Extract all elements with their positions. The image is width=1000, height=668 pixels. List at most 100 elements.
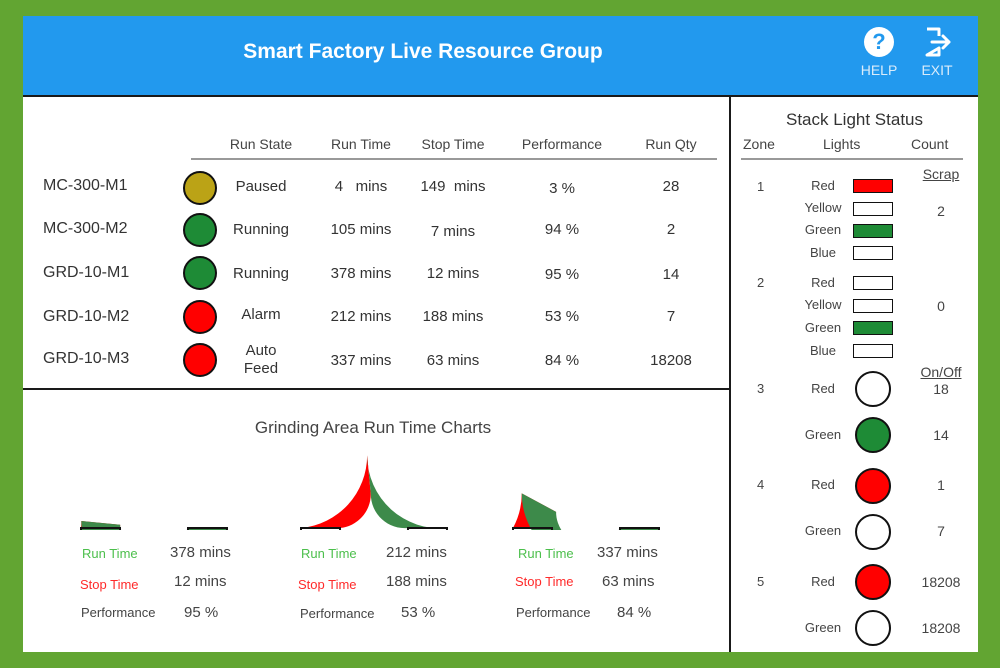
stack-light-indicator[interactable] xyxy=(855,564,891,600)
stop-time-value: 12 mins xyxy=(174,573,227,590)
light-count: 1 xyxy=(911,477,971,493)
run-qty: 14 xyxy=(631,266,711,283)
run-state-line2: Feed xyxy=(221,360,301,377)
machine-name: GRD-10-M1 xyxy=(43,264,129,282)
status-lamp[interactable] xyxy=(183,171,217,205)
stack-light-indicator[interactable] xyxy=(855,417,891,453)
run-time-label: Run Time xyxy=(518,546,574,561)
performance: 95 % xyxy=(507,266,617,283)
stack-light-indicator[interactable] xyxy=(853,202,893,216)
col-header-lights: Lights xyxy=(823,136,860,152)
gauge-svg xyxy=(509,446,663,530)
status-lamp[interactable] xyxy=(183,213,217,247)
run-state: Running xyxy=(221,221,301,238)
zone-number: 2 xyxy=(757,275,764,290)
stack-light-indicator[interactable] xyxy=(853,224,893,238)
col-header-run-state: Run State xyxy=(211,136,311,152)
light-count: 14 xyxy=(911,427,971,443)
run-time-value: 337 mins xyxy=(597,544,658,561)
col-header-zone: Zone xyxy=(743,136,775,152)
performance-label: Performance xyxy=(300,606,374,621)
light-name: Red xyxy=(793,178,853,193)
gauge-run-segment xyxy=(522,493,659,530)
run-time: 105 mins xyxy=(316,221,406,238)
machine-name: GRD-10-M3 xyxy=(43,350,129,368)
status-lamp[interactable] xyxy=(183,256,217,290)
gauge-outline xyxy=(301,528,447,530)
performance-value: 84 % xyxy=(617,604,651,621)
light-name: Blue xyxy=(793,343,853,358)
light-name: Blue xyxy=(793,245,853,260)
run-time: 337 mins xyxy=(316,352,406,369)
help-button[interactable]: ? HELP xyxy=(849,26,909,78)
run-qty: 28 xyxy=(631,178,711,195)
stack-light-indicator[interactable] xyxy=(855,610,891,646)
run-time-value: 212 mins xyxy=(386,544,447,561)
stack-light-indicator[interactable] xyxy=(853,321,893,335)
status-lamp[interactable] xyxy=(183,343,217,377)
page-title: Smart Factory Live Resource Group xyxy=(23,40,773,64)
stop-time: 188 mins xyxy=(403,308,503,325)
exit-label: EXIT xyxy=(921,62,952,78)
run-time-label: Run Time xyxy=(301,546,357,561)
gauge-run-segment xyxy=(367,455,447,528)
horizontal-divider xyxy=(23,388,729,390)
app-header: Smart Factory Live Resource Group ? HELP… xyxy=(23,16,978,97)
stop-time: 149 mins xyxy=(403,178,503,195)
run-state-line1: Auto xyxy=(221,342,301,359)
help-label: HELP xyxy=(861,62,898,78)
exit-icon xyxy=(921,26,953,58)
exit-button[interactable]: EXIT xyxy=(907,26,967,78)
stack-light-indicator[interactable] xyxy=(853,299,893,313)
run-qty: 18208 xyxy=(631,352,711,369)
light-name: Red xyxy=(793,381,853,396)
light-name: Red xyxy=(793,477,853,492)
light-name: Yellow xyxy=(793,297,853,312)
stop-time-value: 188 mins xyxy=(386,573,447,590)
stack-light-indicator[interactable] xyxy=(855,514,891,550)
performance-value: 53 % xyxy=(401,604,435,621)
performance-value: 95 % xyxy=(184,604,218,621)
light-name: Red xyxy=(793,574,853,589)
zone-number: 1 xyxy=(757,179,764,194)
stack-light-indicator[interactable] xyxy=(855,468,891,504)
light-name: Green xyxy=(793,620,853,635)
zone-count: 2 xyxy=(911,203,971,219)
light-name: Green xyxy=(793,427,853,442)
svg-text:?: ? xyxy=(872,29,885,54)
light-name: Yellow xyxy=(793,200,853,215)
stack-light-indicator[interactable] xyxy=(853,179,893,193)
performance: 3 % xyxy=(507,180,617,197)
zone-count: 0 xyxy=(911,298,971,314)
status-lamp[interactable] xyxy=(183,300,217,334)
run-time-value: 378 mins xyxy=(170,544,231,561)
stack-light-indicator[interactable] xyxy=(853,246,893,260)
light-name: Green xyxy=(793,523,853,538)
stack-header-rule xyxy=(741,158,963,160)
run-state: Running xyxy=(221,265,301,282)
charts-title: Grinding Area Run Time Charts xyxy=(23,418,723,438)
vertical-divider xyxy=(729,97,731,652)
on-off-header: On/Off xyxy=(911,364,971,380)
run-time: 378 mins xyxy=(316,265,406,282)
run-qty: 2 xyxy=(631,221,711,238)
header-rule xyxy=(191,158,717,160)
gauge-svg xyxy=(297,446,451,530)
stack-light-indicator[interactable] xyxy=(855,371,891,407)
stack-light-indicator[interactable] xyxy=(853,344,893,358)
run-qty: 7 xyxy=(631,308,711,325)
machine-name: GRD-10-M2 xyxy=(43,308,129,326)
run-state: Paused xyxy=(221,178,301,195)
col-header-run-qty: Run Qty xyxy=(631,136,711,152)
col-header-run-time: Run Time xyxy=(316,136,406,152)
stop-time-label: Stop Time xyxy=(80,577,139,592)
stack-light-title: Stack Light Status xyxy=(731,110,978,130)
gauge-svg xyxy=(77,446,231,530)
performance: 53 % xyxy=(507,308,617,325)
light-count: 7 xyxy=(911,523,971,539)
stack-light-indicator[interactable] xyxy=(853,276,893,290)
help-icon: ? xyxy=(863,26,895,58)
stop-time: 7 mins xyxy=(403,223,503,240)
stop-time-label: Stop Time xyxy=(515,574,574,589)
dashboard-frame: Smart Factory Live Resource Group ? HELP… xyxy=(23,16,978,652)
